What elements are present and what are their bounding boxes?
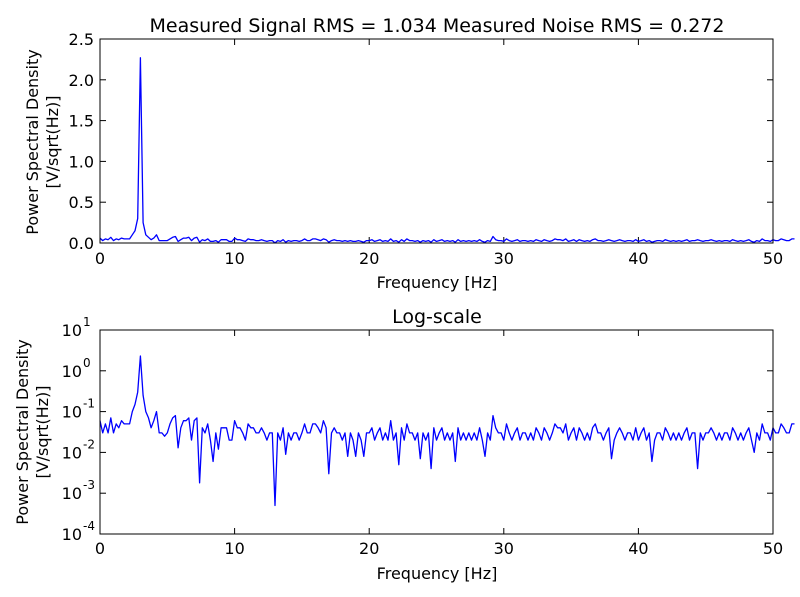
bottom-y-tick-base: 10 (62, 321, 82, 340)
top-x-axis-label: Frequency [Hz] (377, 273, 498, 292)
top-plot-frame (99, 38, 774, 244)
bottom-x-tick-label: 30 (494, 539, 514, 558)
top-x-tick-label: 50 (763, 249, 783, 268)
bottom-x-ticks: 0 10 20 30 40 50 (95, 539, 783, 558)
top-y-tick-label: 1.0 (69, 152, 94, 171)
bottom-chart-title: Log-scale (392, 306, 482, 328)
top-x-tick-label: 40 (628, 249, 648, 268)
top-tick-marks (99, 38, 774, 244)
bottom-y-tick-base: 10 (62, 443, 82, 462)
bottom-y-tick-base: 10 (62, 403, 82, 422)
top-y-axis-label: Power Spectral Density [V/sqrt(Hz)] (23, 49, 62, 234)
top-psd-series-line (99, 57, 795, 244)
top-x-tick-label: 0 (95, 249, 105, 268)
bottom-y-tick-exponent: -4 (83, 519, 95, 533)
bottom-tick-marks (99, 329, 774, 535)
bottom-y-axis-label: Power Spectral Density [V/sqrt(Hz)] (13, 339, 52, 524)
bottom-y-tick-base: 10 (62, 362, 82, 381)
bottom-plot-frame (99, 329, 774, 535)
bottom-y-axis-label-line2: [V/sqrt(Hz)] (33, 385, 52, 478)
top-y-axis-label-line2: [V/sqrt(Hz)] (43, 95, 62, 188)
bottom-y-tick-base: 10 (62, 525, 82, 544)
bottom-y-tick-exponent: -3 (83, 478, 95, 492)
top-y-tick-label: 0.5 (69, 193, 94, 212)
bottom-y-tick-exponent: 1 (83, 315, 91, 329)
top-y-tick-label: 2.0 (69, 71, 94, 90)
top-y-tick-label: 1.5 (69, 112, 94, 131)
bottom-x-axis-label: Frequency [Hz] (377, 564, 498, 583)
top-x-tick-label: 10 (224, 249, 244, 268)
bottom-y-tick-exponent: 0 (83, 356, 91, 370)
bottom-y-ticks: 10 -4 10 -3 10 -2 10 -1 10 0 10 1 (62, 315, 95, 544)
top-x-tick-label: 20 (359, 249, 379, 268)
bottom-psd-series-line (99, 355, 795, 507)
bottom-panel: Log-scale Power Spectral Density [V/sqrt… (13, 306, 795, 583)
bottom-x-tick-label: 40 (628, 539, 648, 558)
bottom-x-tick-label: 0 (95, 539, 105, 558)
top-y-axis-label-line1: Power Spectral Density (23, 49, 42, 234)
top-y-tick-label: 2.5 (69, 30, 94, 49)
bottom-y-tick-exponent: -1 (83, 397, 95, 411)
bottom-y-tick-exponent: -2 (83, 437, 95, 451)
top-x-tick-label: 30 (494, 249, 514, 268)
bottom-x-tick-label: 10 (224, 539, 244, 558)
top-y-ticks: 0.0 0.5 1.0 1.5 2.0 2.5 (69, 30, 94, 253)
bottom-x-tick-label: 20 (359, 539, 379, 558)
top-chart-title: Measured Signal RMS = 1.034 Measured Noi… (150, 15, 725, 37)
top-x-ticks: 0 10 20 30 40 50 (95, 249, 783, 268)
bottom-y-axis-label-line1: Power Spectral Density (13, 339, 32, 524)
top-panel: Measured Signal RMS = 1.034 Measured Noi… (23, 15, 795, 292)
bottom-x-tick-label: 50 (763, 539, 783, 558)
top-y-tick-label: 0.0 (69, 234, 94, 253)
bottom-y-tick-base: 10 (62, 484, 82, 503)
